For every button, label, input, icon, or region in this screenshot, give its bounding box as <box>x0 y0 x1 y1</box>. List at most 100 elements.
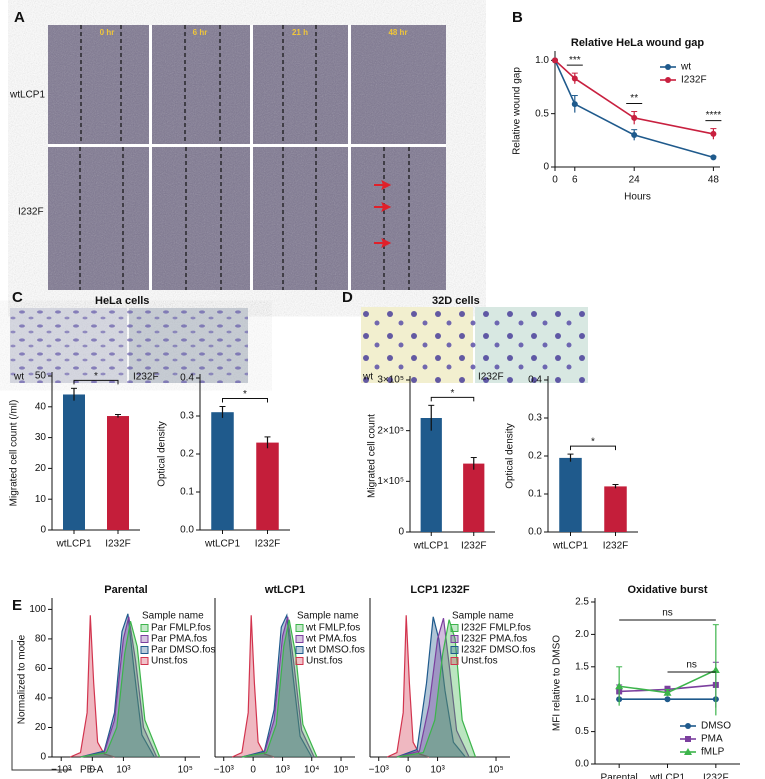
marker <box>571 75 578 82</box>
x-tick-label: 0 <box>90 765 96 776</box>
y-tick-label: 0.2 <box>180 449 194 460</box>
density-curve <box>80 616 158 758</box>
bar <box>420 418 442 532</box>
x-tick-label: I232F <box>105 539 131 550</box>
legend-label: wt DMSO.fos <box>305 645 365 656</box>
y-tick-label: 40 <box>35 693 47 704</box>
texture <box>48 25 446 290</box>
panel-label: C <box>12 289 23 306</box>
line <box>554 59 714 135</box>
panel-d-images <box>361 307 588 383</box>
significance-label: ns <box>662 608 673 619</box>
marker <box>710 130 717 137</box>
arrows <box>374 180 392 248</box>
significance-label: * <box>591 437 595 448</box>
significance-bracket <box>222 398 268 403</box>
chart: 0 1×10⁵ 2×10⁵ 3×10⁵ wtLCP1 I232F Migrated cell… <box>367 375 495 552</box>
y-tick-label: 0.0 <box>180 525 194 536</box>
x-tick-label: I232F <box>461 541 487 552</box>
chart-title: wtLCP1 <box>264 584 305 596</box>
legend-label: Unst.fos <box>306 656 343 667</box>
chart: 0.0 0.5 1.0 1.5 2.0 2.5 Parental wtLCP1 I232F Oxi… <box>552 584 740 779</box>
micrograph-title: 32D cells <box>432 295 480 307</box>
y-tick-label: 10 <box>35 494 47 505</box>
x-axis-label: PE-A <box>80 765 104 776</box>
x-tick-label: wtLCP1 <box>552 541 588 552</box>
y-tick-label: 2.0 <box>575 629 589 640</box>
y-tick-label: 60 <box>35 663 47 674</box>
legend-swatch <box>140 646 149 654</box>
legend-label: wt FMLP.fos <box>305 623 360 634</box>
time-label: 0 hr <box>100 28 115 37</box>
y-tick-label: 0.4 <box>528 375 542 386</box>
y-tick-label: 30 <box>35 432 47 443</box>
marker <box>665 64 671 70</box>
x-tick-label: I232F <box>603 541 629 552</box>
x-axis-guide <box>11 640 72 771</box>
y-axis-label: Migrated cell count <box>367 414 378 498</box>
density-curve <box>241 619 318 758</box>
legend-swatch <box>295 624 304 632</box>
chart-title: Relative HeLa wound gap <box>571 37 705 49</box>
marker <box>631 114 638 121</box>
legend-swatch <box>140 624 149 632</box>
chart-title: Parental <box>104 584 147 596</box>
micrograph-label: wt <box>362 372 373 383</box>
y-tick-label: 1.5 <box>575 661 589 672</box>
legend-swatch <box>140 657 149 665</box>
chart: 0.0 0.1 0.2 0.3 0.4 wtLCP1 I232F Optical densit… <box>505 375 638 552</box>
density-curve <box>396 619 477 758</box>
y-axis-label: Migrated cell count (/ml) <box>9 400 20 507</box>
line <box>554 60 714 159</box>
legend-label: DMSO <box>701 721 731 732</box>
marker <box>552 57 558 64</box>
legend-swatch <box>450 646 459 654</box>
y-tick-label: 0.5 <box>575 726 589 737</box>
time-label: 48 hr <box>388 28 407 37</box>
x-tick-label: 10³ <box>430 765 445 776</box>
significance-label: ns <box>686 660 697 671</box>
y-tick-label: 2×10⁵ <box>377 425 404 436</box>
legend-title: Sample name <box>452 611 514 622</box>
micrograph-label: I232F <box>478 372 504 383</box>
cells <box>361 307 588 383</box>
legend-swatch <box>450 624 459 632</box>
x-tick-label: I232F <box>703 773 729 779</box>
y-tick-label: 20 <box>35 722 47 733</box>
y-tick-label: 0.3 <box>528 413 542 424</box>
y-tick-label: 80 <box>35 634 47 645</box>
x-tick-label: wtLCP1 <box>649 773 685 779</box>
x-tick-label: 48 <box>708 175 720 186</box>
significance-label: * <box>451 388 455 399</box>
legend-label: fMLP <box>701 747 725 758</box>
y-tick-label: 0.1 <box>528 489 542 500</box>
micrograph-title: HeLa cells <box>95 295 149 307</box>
panel-label: E <box>12 597 22 614</box>
legend-label: Par DMSO.fos <box>151 645 215 656</box>
y-axis-label: MFI relative to DMSO <box>552 635 563 731</box>
significance-label: * <box>243 389 247 400</box>
density-curve <box>80 621 161 758</box>
y-tick-label: 0 <box>40 752 46 763</box>
bar <box>604 486 627 532</box>
chart-title: LCP1 I232F <box>410 584 470 596</box>
y-tick-label: 0.4 <box>180 373 194 384</box>
y-tick-label: 0.2 <box>528 451 542 462</box>
marker <box>665 77 671 83</box>
legend-label: I232F PMA.fos <box>461 634 527 645</box>
significance-label: ** <box>630 93 638 104</box>
micrograph-label: I232F <box>133 372 159 383</box>
x-tick-label: −10³ <box>369 765 390 776</box>
bar <box>211 412 234 530</box>
marker <box>684 748 692 755</box>
legend-label: wt PMA.fos <box>305 634 357 645</box>
bar <box>256 442 279 530</box>
panel-a: 0 hr 6 hr 21 h 48 hr wtLCP1 I232F <box>9 25 446 290</box>
x-tick-label: 10⁵ <box>488 765 503 776</box>
marker <box>664 696 671 703</box>
marker <box>615 682 624 690</box>
y-axis-label: Optical density <box>505 423 516 489</box>
y-tick-label: 1×10⁵ <box>377 476 404 487</box>
x-tick-label: 0 <box>405 765 411 776</box>
